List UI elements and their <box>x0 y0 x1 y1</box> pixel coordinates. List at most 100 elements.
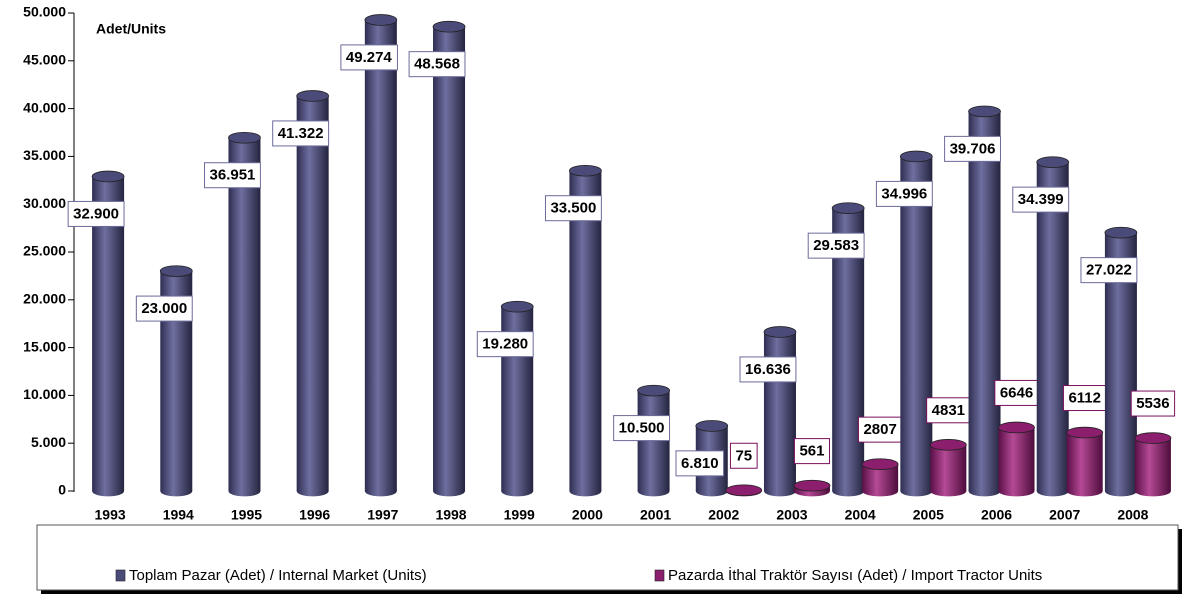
bar-top <box>831 202 865 214</box>
data-label: 34.399 <box>1018 191 1064 208</box>
bar <box>569 170 602 492</box>
x-tick-label: 1997 <box>367 507 398 523</box>
data-label-box <box>272 120 330 147</box>
data-label: 5536 <box>1136 395 1169 412</box>
bar-base <box>569 485 602 497</box>
y-tick-label: 20.000 <box>23 291 66 307</box>
x-tick-label: 2003 <box>776 507 807 523</box>
bar-base <box>296 485 329 497</box>
bar <box>1066 432 1103 491</box>
y-axis-label: Adet/Units <box>96 21 166 37</box>
bar-base <box>862 485 899 497</box>
bar-top <box>364 14 398 26</box>
y-tick-label: 10.000 <box>23 386 66 402</box>
data-label-box <box>1012 186 1070 213</box>
y-tick-label: 25.000 <box>23 243 66 259</box>
bar <box>998 427 1035 491</box>
x-tick-label: 2002 <box>708 507 739 523</box>
data-label: 23.000 <box>141 300 187 317</box>
bar <box>433 26 466 492</box>
legend-label: Pazarda İthal Traktör Sayısı (Adet) / Im… <box>668 566 1042 584</box>
data-label: 75 <box>735 447 752 464</box>
bar-top <box>228 131 261 144</box>
data-label: 33.500 <box>550 200 596 217</box>
data-label-box <box>1130 390 1176 417</box>
y-tick-label: 40.000 <box>23 99 66 115</box>
bar-top <box>899 150 933 163</box>
bar <box>968 111 1001 491</box>
bar <box>228 137 261 491</box>
bar-top <box>159 265 193 277</box>
bar-top <box>432 20 466 33</box>
x-tick-label: 2006 <box>981 507 1012 523</box>
x-tick-label: 1994 <box>163 507 194 523</box>
bar-top <box>1104 226 1138 239</box>
data-label: 19.280 <box>482 336 528 353</box>
bar-base <box>900 485 933 497</box>
bar-top <box>1066 426 1104 439</box>
bar-base <box>364 485 397 497</box>
bar-base <box>501 485 534 497</box>
bar <box>92 176 125 491</box>
bar-top <box>500 300 534 313</box>
bar-base <box>763 485 796 497</box>
bar-top <box>569 164 602 177</box>
data-label-box <box>675 450 725 477</box>
data-label-box <box>135 295 193 322</box>
data-label: 41.322 <box>278 125 324 142</box>
data-label-box <box>729 442 758 469</box>
bar <box>364 19 397 492</box>
bar <box>1134 438 1171 491</box>
y-tick-label: 35.000 <box>23 147 66 163</box>
data-label: 2807 <box>863 421 896 438</box>
bar-top <box>793 479 831 492</box>
bar-top <box>998 421 1035 434</box>
y-tick-label: 45.000 <box>23 52 66 68</box>
data-label-box <box>67 200 125 227</box>
bar-top <box>763 326 797 338</box>
x-tick-label: 1999 <box>504 507 535 523</box>
data-label-box <box>204 162 261 189</box>
bar-base <box>695 485 728 497</box>
data-label-box <box>807 232 865 259</box>
x-tick-label: 1993 <box>95 507 126 523</box>
data-label: 32.900 <box>73 205 119 222</box>
bar-top <box>296 90 330 102</box>
data-label: 29.583 <box>813 237 859 254</box>
data-label-box <box>739 356 797 383</box>
bar-top <box>1134 432 1172 444</box>
x-tick-label: 2000 <box>572 507 603 523</box>
bar-base <box>930 485 967 497</box>
bar-base <box>1104 485 1137 497</box>
x-tick-label: 1995 <box>231 507 262 523</box>
legend <box>36 524 1179 591</box>
data-label: 49.274 <box>346 49 393 66</box>
bar-base <box>433 485 466 497</box>
data-label: 34.996 <box>881 185 927 202</box>
x-tick-label: 1996 <box>299 507 330 523</box>
data-label: 6.810 <box>681 455 719 472</box>
data-label-box <box>944 135 1001 162</box>
data-label: 27.022 <box>1086 262 1132 279</box>
data-label-box <box>875 180 933 207</box>
bar-base <box>228 485 261 497</box>
data-label-box <box>340 44 398 71</box>
y-tick-label: 0 <box>58 482 66 498</box>
y-tick-label: 30.000 <box>23 195 66 211</box>
bar-base <box>160 485 193 497</box>
bar-top <box>1036 156 1070 168</box>
x-tick-label: 1998 <box>435 507 466 523</box>
bar <box>763 331 796 491</box>
data-label: 4831 <box>932 402 965 419</box>
bar-base <box>1134 485 1171 497</box>
data-label: 10.500 <box>619 420 665 437</box>
data-label: 48.568 <box>414 56 460 73</box>
bar-base <box>968 485 1001 497</box>
x-tick-label: 2004 <box>845 507 876 523</box>
data-label: 6112 <box>1068 390 1101 407</box>
x-tick-label: 2008 <box>1117 507 1148 523</box>
bar <box>296 95 329 492</box>
bar-top <box>91 170 125 183</box>
legend-swatch <box>115 569 126 582</box>
x-tick-label: 2007 <box>1049 507 1080 523</box>
